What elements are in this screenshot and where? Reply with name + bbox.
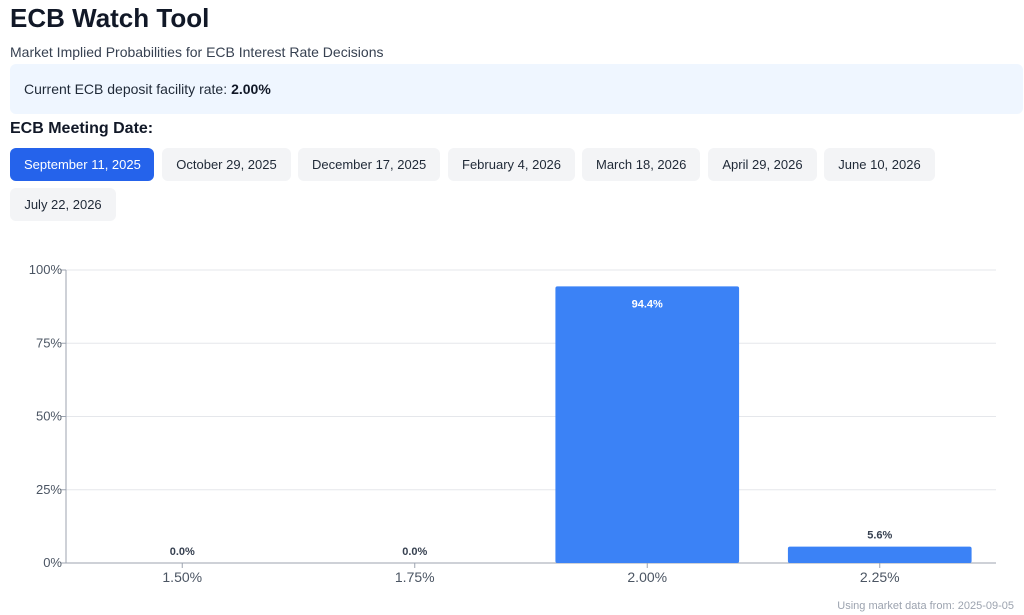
data-label-1.50%: 0.0% <box>170 546 195 558</box>
meeting-date-button-2025-12-17[interactable]: December 17, 2025 <box>298 148 440 181</box>
data-label-1.75%: 0.0% <box>402 546 427 558</box>
y-tick-label: 100% <box>29 262 63 277</box>
meeting-date-button-2026-02-04[interactable]: February 4, 2026 <box>448 148 575 181</box>
meeting-date-label: ECB Meeting Date: <box>10 120 154 137</box>
page-subtitle: Market Implied Probabilities for ECB Int… <box>10 44 384 60</box>
y-tick-label: 0% <box>43 555 62 570</box>
meeting-date-button-2026-06-10[interactable]: June 10, 2026 <box>824 148 935 181</box>
bar-2.00% <box>555 286 740 563</box>
current-rate-panel: Current ECB deposit facility rate: 2.00% <box>10 64 1023 114</box>
y-tick-label: 75% <box>36 335 62 350</box>
meeting-date-button-2025-09-11[interactable]: September 11, 2025 <box>10 148 154 181</box>
current-rate-label: Current ECB deposit facility rate: <box>24 81 228 97</box>
market-data-date-note: Using market data from: 2025-09-05 <box>837 600 1014 612</box>
meeting-date-button-2026-04-29[interactable]: April 29, 2026 <box>708 148 817 181</box>
probability-bar-chart: 0% 25% 50% 75% 100% 0.0% 1.50% 0.0% 1.75% 94.4% 2.… <box>29 262 996 585</box>
meeting-date-button-2026-03-18[interactable]: March 18, 2026 <box>582 148 700 181</box>
x-tick-label-1.75%: 1.75% <box>395 569 435 585</box>
data-label-2.25%: 5.6% <box>867 530 892 542</box>
current-rate-value: 2.00% <box>231 81 271 97</box>
y-tick-label: 50% <box>36 409 62 424</box>
y-tick-label: 25% <box>36 482 62 497</box>
meeting-date-button-2026-07-22[interactable]: July 22, 2026 <box>10 188 116 221</box>
x-tick-label-2.00%: 2.00% <box>627 569 667 585</box>
x-tick-label-2.25%: 2.25% <box>860 569 900 585</box>
meeting-date-button-2025-10-29[interactable]: October 29, 2025 <box>162 148 291 181</box>
x-tick-label-1.50%: 1.50% <box>162 569 202 585</box>
bar-2.25% <box>787 546 972 563</box>
data-label-2.00%: 94.4% <box>632 298 663 310</box>
page-title: ECB Watch Tool <box>10 3 210 33</box>
